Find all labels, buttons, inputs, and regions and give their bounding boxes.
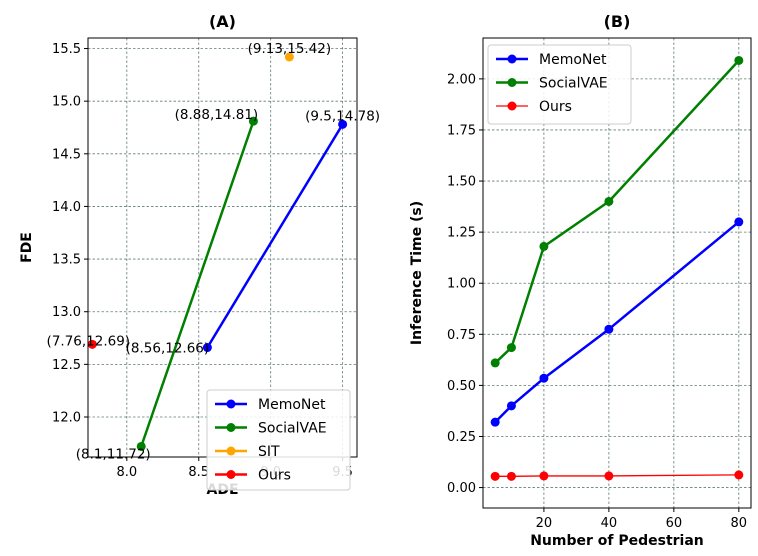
y-tick-label: 1.00 (447, 277, 476, 292)
x-tick-label: 80 (731, 516, 748, 531)
y-tick-label: 14.0 (52, 200, 81, 215)
legend-box (206, 389, 351, 491)
y-tick-label: 0.00 (447, 481, 476, 496)
legend-marker-sit (226, 446, 236, 456)
y-axis-label: FDE (19, 232, 35, 263)
legend-label: Ours (539, 99, 572, 115)
legend-label: MemoNet (258, 397, 326, 413)
legend-marker-memonet (226, 399, 236, 409)
data-point-ours (87, 339, 97, 349)
legend-label: SIT (258, 444, 280, 460)
data-point-memonet (338, 119, 348, 129)
legend-marker-socialvae (226, 423, 236, 432)
x-tick-label: 60 (666, 516, 683, 531)
legend-marker-ours (226, 470, 236, 479)
data-label: (8.88,14.81) (175, 107, 259, 123)
data-point-memonet (604, 324, 614, 334)
panel-title: (A) (209, 12, 236, 31)
data-point-socialvae (604, 196, 614, 206)
plot-frame (482, 37, 752, 509)
legend-label: Ours (258, 468, 291, 484)
series-line-socialvae (140, 120, 255, 447)
data-label: (9.13,15.42) (248, 41, 332, 57)
legend-label: SocialVAE (258, 421, 327, 437)
y-tick-label: 0.50 (447, 379, 476, 394)
x-axis-label: Number of Pedestrian (530, 533, 704, 549)
y-axis-label: Inference Time (s) (409, 201, 425, 345)
legend-label: MemoNet (539, 52, 607, 68)
data-label: (8.1,11.72) (76, 446, 151, 462)
y-tick-label: 0.75 (447, 328, 476, 343)
y-tick-label: 13.0 (52, 305, 81, 320)
y-tick-label: 1.75 (447, 123, 476, 138)
data-point-memonet (734, 217, 744, 227)
data-point-ours (490, 471, 500, 481)
y-tick-label: 12.5 (52, 358, 81, 373)
legend-marker-memonet (507, 54, 517, 64)
data-point-sit (284, 52, 294, 62)
y-tick-label: 14.5 (52, 147, 81, 162)
data-point-socialvae (136, 441, 146, 451)
data-point-ours (604, 471, 614, 481)
data-point-ours (734, 470, 744, 480)
data-point-socialvae (539, 241, 549, 251)
x-tick-label: 8.0 (116, 465, 137, 480)
x-tick-label: 40 (601, 516, 618, 531)
y-tick-label: 0.25 (447, 430, 476, 445)
data-point-memonet (202, 343, 212, 353)
data-label: (9.5,14.78) (305, 108, 380, 124)
series-line-memonet (494, 220, 740, 424)
x-tick-label: 20 (536, 516, 553, 531)
data-point-memonet (539, 373, 549, 383)
x-tick-label: 8.5 (188, 465, 209, 480)
panel-title: (B) (604, 12, 631, 31)
data-point-memonet (506, 401, 516, 411)
data-point-ours (506, 471, 516, 481)
legend-marker-ours (507, 101, 517, 111)
y-tick-label: 15.0 (52, 95, 81, 110)
y-tick-label: 2.00 (447, 72, 476, 87)
legend-label: SocialVAE (539, 76, 608, 92)
data-point-memonet (490, 417, 500, 427)
legend-marker-socialvae (507, 78, 517, 87)
y-tick-label: 13.5 (52, 253, 81, 268)
y-tick-label: 1.50 (447, 175, 476, 190)
y-tick-label: 15.5 (52, 42, 81, 57)
panel-b-chart: 20 40 60 80 0.00 0.25 0.50 0.75 1.00 1.25 1.50 1.75… (409, 12, 752, 549)
legend-box (487, 44, 632, 125)
data-point-socialvae (506, 343, 516, 353)
series-line-ours (495, 474, 739, 477)
data-point-socialvae (490, 358, 500, 368)
y-tick-label: 1.25 (447, 226, 476, 241)
series-line-memonet (206, 123, 344, 349)
data-point-ours (539, 471, 549, 481)
y-tick-label: 12.0 (52, 410, 81, 425)
data-point-socialvae (248, 116, 258, 126)
data-point-socialvae (734, 55, 744, 65)
data-label: (8.56,12.66) (126, 341, 210, 357)
panel-a-chart: 8.08.59.09.512.012.513.013.514.014.515.0… (19, 12, 380, 498)
